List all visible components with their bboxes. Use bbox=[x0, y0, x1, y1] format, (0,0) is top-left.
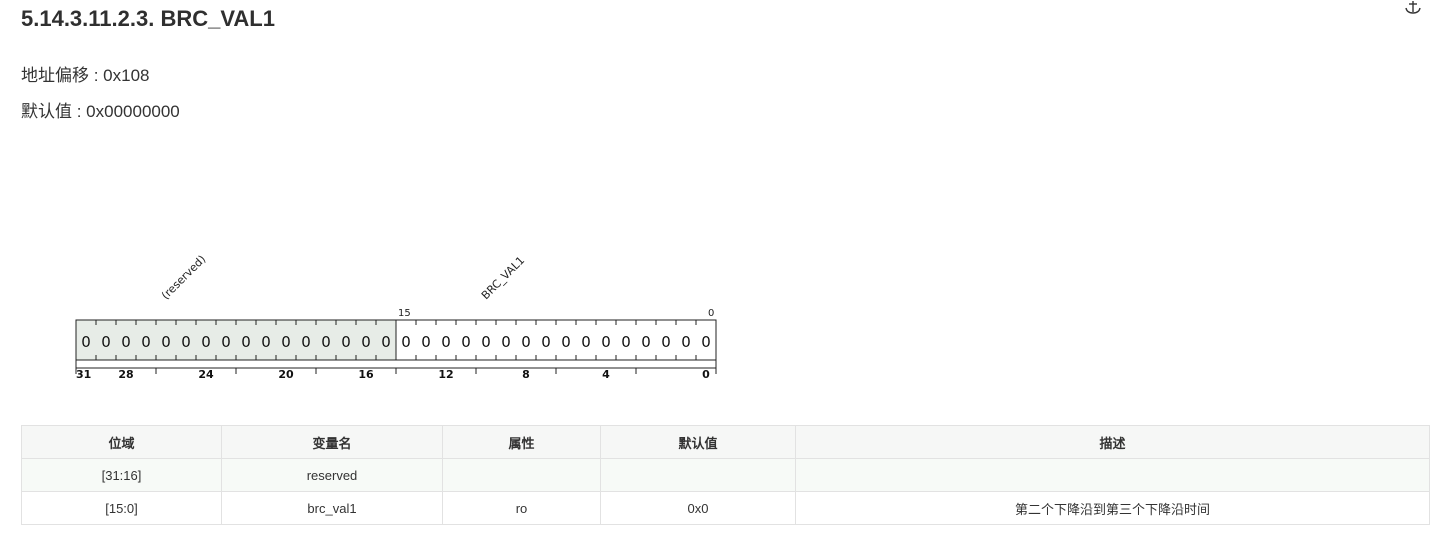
header-attribute: 属性 bbox=[442, 425, 601, 459]
bit-value: 0 bbox=[621, 333, 631, 351]
bit-value: 0 bbox=[581, 333, 591, 351]
bit-value: 0 bbox=[261, 333, 271, 351]
bit-index-label: 0 bbox=[708, 308, 714, 319]
cell-attribute: ro bbox=[442, 491, 601, 525]
bit-value: 0 bbox=[381, 333, 391, 351]
table-header-row: 位域 变量名 属性 默认值 描述 bbox=[21, 425, 1430, 459]
bit-value: 0 bbox=[661, 333, 671, 351]
bit-index-label: 15 bbox=[398, 308, 411, 319]
address-offset: 地址偏移 : 0x108 bbox=[21, 66, 150, 85]
bit-value: 0 bbox=[221, 333, 231, 351]
field-table: 位域 变量名 属性 默认值 描述 [31:16] reserved [15:0]… bbox=[21, 425, 1430, 525]
field-box bbox=[396, 320, 716, 360]
bit-value: 0 bbox=[141, 333, 151, 351]
bit-value: 0 bbox=[81, 333, 91, 351]
cell-description bbox=[795, 458, 1430, 492]
bit-value: 0 bbox=[321, 333, 331, 351]
header-description: 描述 bbox=[795, 425, 1430, 459]
bit-index-label: 31 bbox=[76, 368, 91, 381]
bit-index-label: 24 bbox=[198, 368, 214, 381]
bit-value: 0 bbox=[541, 333, 551, 351]
bit-value: 0 bbox=[421, 333, 431, 351]
bit-value: 0 bbox=[341, 333, 351, 351]
bit-value: 0 bbox=[641, 333, 651, 351]
cell-description: 第二个下降沿到第三个下降沿时间 bbox=[795, 491, 1430, 525]
bit-value: 0 bbox=[601, 333, 611, 351]
cell-variable-name: brc_val1 bbox=[221, 491, 443, 525]
bit-value: 0 bbox=[561, 333, 571, 351]
field-name-label: BRC_VAL1 bbox=[479, 254, 527, 302]
bit-value: 0 bbox=[101, 333, 111, 351]
bit-index-label: 8 bbox=[522, 368, 530, 381]
bit-value: 0 bbox=[301, 333, 311, 351]
header-default-value: 默认值 bbox=[600, 425, 796, 459]
cell-attribute bbox=[442, 458, 601, 492]
bit-value: 0 bbox=[361, 333, 371, 351]
cell-variable-name: reserved bbox=[221, 458, 443, 492]
page-title: 5.14.3.11.2.3. BRC_VAL1 bbox=[21, 6, 275, 31]
bit-value: 0 bbox=[441, 333, 451, 351]
bit-index-label: 28 bbox=[118, 368, 133, 381]
bit-value: 0 bbox=[201, 333, 211, 351]
cell-bit-field: [31:16] bbox=[21, 458, 222, 492]
cell-default-value: 0x0 bbox=[600, 491, 796, 525]
bit-value: 0 bbox=[481, 333, 491, 351]
bit-index-label: 20 bbox=[278, 368, 294, 381]
bit-index-label: 16 bbox=[358, 368, 374, 381]
bit-value: 0 bbox=[461, 333, 471, 351]
header-variable-name: 变量名 bbox=[221, 425, 443, 459]
bit-value: 0 bbox=[121, 333, 131, 351]
default-value: 默认值 : 0x00000000 bbox=[21, 102, 180, 121]
bit-value: 0 bbox=[501, 333, 511, 351]
bit-value: 0 bbox=[701, 333, 711, 351]
header-bit-field: 位域 bbox=[21, 425, 222, 459]
bit-value: 0 bbox=[281, 333, 291, 351]
table-row: [15:0] brc_val1 ro 0x0 第二个下降沿到第三个下降沿时间 bbox=[21, 491, 1430, 525]
bit-index-label: 4 bbox=[602, 368, 610, 381]
cell-default-value bbox=[600, 458, 796, 492]
field-name-label: (reserved) bbox=[159, 253, 208, 302]
bit-value: 0 bbox=[521, 333, 531, 351]
anchor-icon[interactable] bbox=[1403, 0, 1423, 14]
table-row: [31:16] reserved bbox=[21, 458, 1430, 492]
bit-value: 0 bbox=[681, 333, 691, 351]
bit-index-label: 12 bbox=[438, 368, 453, 381]
cell-bit-field: [15:0] bbox=[21, 491, 222, 525]
field-box bbox=[76, 320, 396, 360]
bit-value: 0 bbox=[181, 333, 191, 351]
bit-index-label: 0 bbox=[702, 368, 710, 381]
bit-value: 0 bbox=[241, 333, 251, 351]
bit-value: 0 bbox=[161, 333, 171, 351]
bit-value: 0 bbox=[401, 333, 411, 351]
